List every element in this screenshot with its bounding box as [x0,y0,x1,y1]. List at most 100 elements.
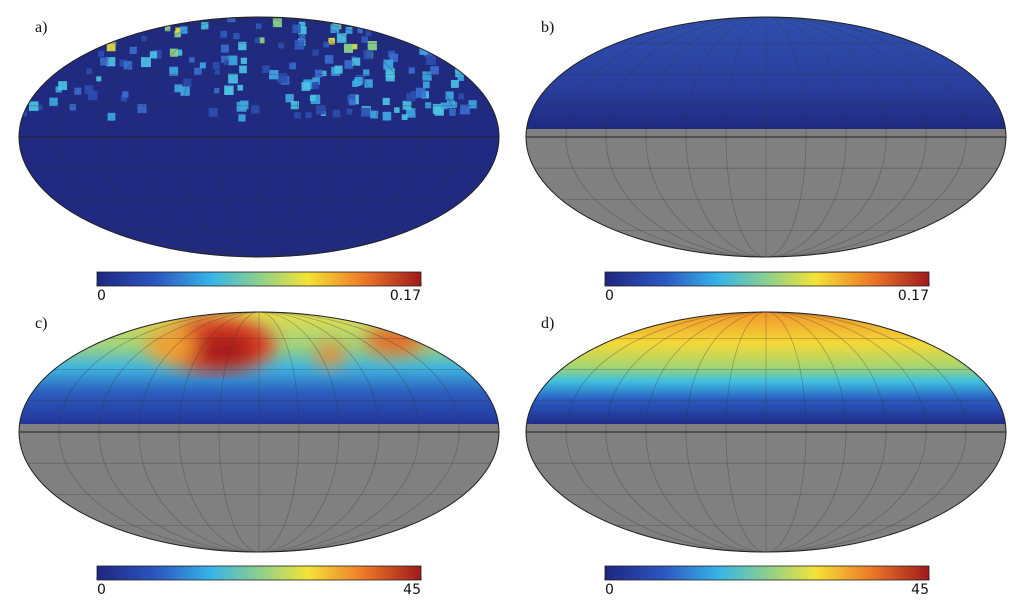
hotspot [351,43,358,50]
hotspot [344,60,354,69]
hotspot [422,81,430,89]
hotspot [214,69,220,75]
hotspot [449,108,456,116]
hotspot [174,84,183,93]
hotspot [120,95,128,102]
panel-label: a) [35,19,47,36]
hotspot [324,55,334,64]
hotspot [262,65,270,73]
map-panel: a) 0 0.17 [18,16,500,304]
hotspot [87,90,98,101]
hotspot [123,61,133,70]
panel-label: d) [541,315,554,332]
hotspot [69,104,76,111]
hotspot [227,17,236,23]
hotspot [100,57,109,66]
hotspot [180,86,190,96]
hotspot [422,71,432,81]
hotspot [402,100,412,110]
hotspot [294,112,301,119]
colorbar [604,271,930,287]
map-outline [525,16,1007,258]
hotspot [385,72,395,82]
hotspot [440,102,448,110]
hotspot [180,26,188,34]
hotspot [430,66,439,75]
hotspot [299,34,306,41]
panel-label: c) [35,315,47,332]
hotspot [74,87,82,95]
hotspot [220,44,229,53]
hotspot [98,50,105,57]
hotspot [119,59,127,67]
hotspot [239,65,247,74]
colorbar-tick-label: 45 [911,582,929,598]
hotspot [223,59,229,65]
hotspot [255,23,262,30]
hotspot [233,33,240,40]
blob [315,343,345,367]
hotspot [457,74,464,81]
hotspot [199,62,206,69]
hotspot [323,41,330,48]
hotspot [425,102,432,109]
hotspot [305,112,312,119]
hotspot [345,26,353,34]
hotspot [364,79,373,88]
hotspot [254,37,261,44]
blob [145,327,195,363]
hotspot [382,111,392,121]
hotspot [224,85,234,95]
hotspot [129,46,137,54]
hotspot [49,97,58,107]
hotspot [278,42,285,49]
hotspot [363,69,370,76]
hotspot [258,37,265,44]
hotspot [251,105,260,114]
hotspot [406,92,416,102]
hotspot [330,24,340,33]
hotspot [164,25,171,32]
hotspot [220,30,228,38]
hotspot [84,85,94,95]
hotspot [298,21,306,29]
colorbar-tick-label: 0.17 [898,288,929,304]
hotspot [450,79,459,88]
hotspot [208,107,218,117]
hotspot [349,98,356,106]
hotspot [149,51,158,59]
hotspot [175,27,181,33]
hotspot [361,107,371,117]
colorbar [96,565,422,581]
hotspot [294,40,305,50]
hotspot [445,91,454,100]
hotspot [468,100,477,109]
hotspot [432,103,443,114]
blob [195,332,255,368]
hotspot [28,101,39,111]
hotspot [406,108,416,118]
hotspot [176,49,183,56]
map-panel: d) 0 45 [525,311,1007,598]
hotspot [415,87,426,98]
colorbar-tick-label: 0 [97,582,106,598]
hotspot [106,42,116,52]
hotspot [311,82,320,90]
hotspot [298,25,307,35]
hotspot [394,107,400,113]
hotspot [236,101,247,112]
hotspot [214,88,220,94]
hotspot [370,110,379,119]
hotspot [122,91,129,98]
hotspot [194,67,202,76]
blob [365,325,425,355]
hotspot [357,27,363,34]
colorbar [96,271,422,287]
hotspot [419,46,428,55]
hotspot [228,73,238,84]
hotspot [107,112,116,121]
hotspot [312,49,319,56]
colorbar-tick-label: 0 [605,582,614,598]
hotspot [221,55,228,63]
